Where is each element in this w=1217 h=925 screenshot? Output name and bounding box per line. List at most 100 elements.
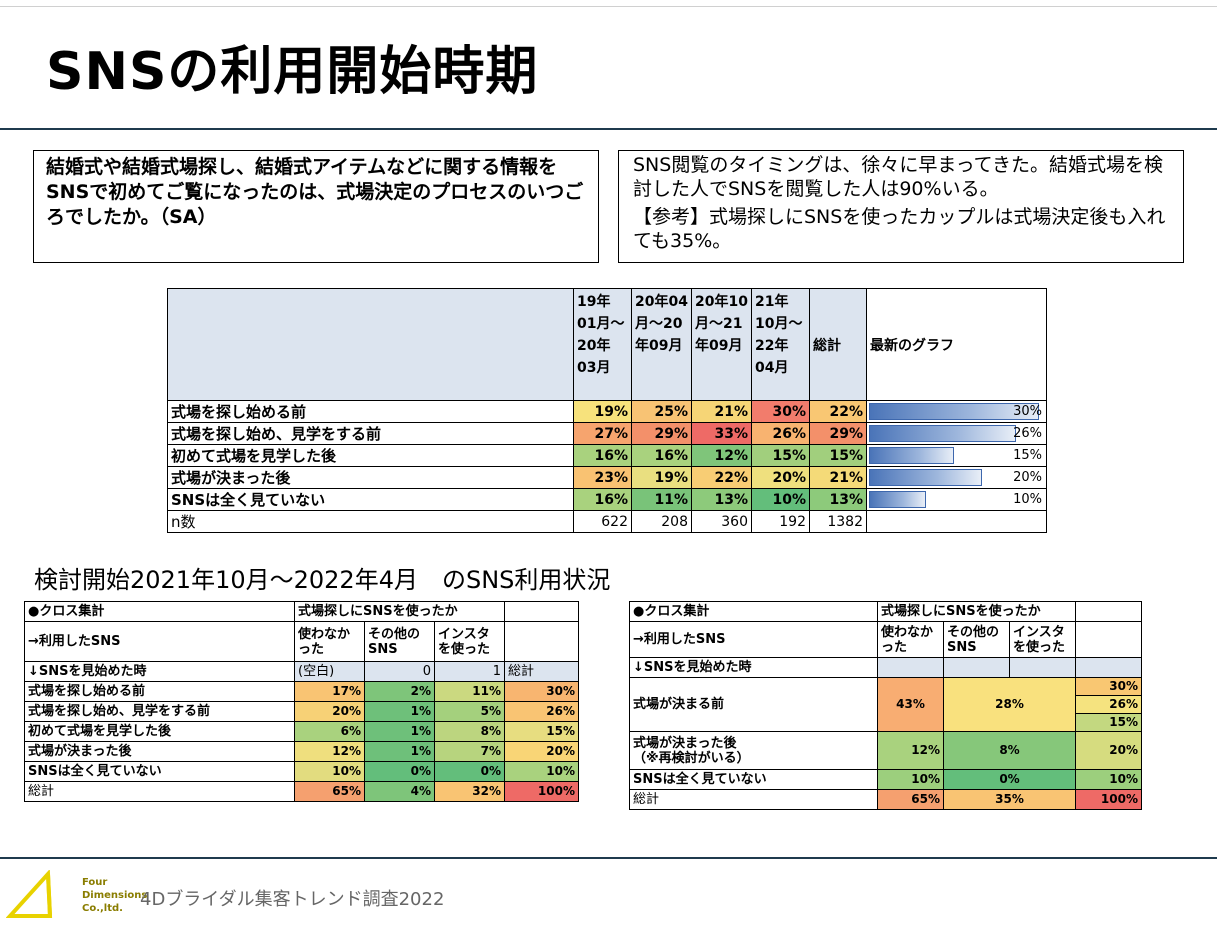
- sum-cell: 65%: [294, 781, 365, 802]
- pct-cell: 13%: [809, 488, 867, 511]
- row-no-sns: SNSは全く見ていない: [629, 769, 878, 790]
- header-total: 総計: [809, 288, 867, 401]
- row-label: SNSは全く見ていない: [167, 488, 574, 511]
- cross-cell: 17%: [294, 681, 365, 702]
- cross-cell: 0%: [364, 761, 435, 782]
- bar-label: 15%: [1013, 448, 1042, 463]
- bar-label: 30%: [1013, 404, 1042, 419]
- pct-cell: 12%: [691, 444, 752, 467]
- sum-label: 総計: [24, 781, 295, 802]
- row-after-label: 式場が決まった後: [633, 735, 737, 751]
- pct-cell: 29%: [631, 422, 692, 445]
- pct-cell: 16%: [573, 444, 632, 467]
- sum-cell: 32%: [434, 781, 505, 802]
- cross-table-left: ●クロス集計 式場探しにSNSを使ったか →利用したSNS 使わなかった その他…: [24, 601, 579, 802]
- row-label: 式場を探し始める前: [167, 400, 574, 423]
- cross-table-right: ●クロス集計 式場探しにSNSを使ったか →利用したSNS 使わなかった その他…: [629, 601, 1142, 810]
- cell-unused-after: 12%: [877, 731, 944, 770]
- n-value: 208: [631, 510, 692, 533]
- cell-used-after: 8%: [943, 731, 1076, 770]
- n-value: 192: [751, 510, 810, 533]
- col-other-sns: その他のSNS: [364, 621, 435, 662]
- bar-cell: 30%: [866, 400, 1047, 423]
- pct-cell: 10%: [751, 488, 810, 511]
- pct-cell: 21%: [809, 466, 867, 489]
- pct-cell: 19%: [573, 400, 632, 423]
- question-box: 結婚式や結婚式場探し、結婚式アイテムなどに関する情報をSNSで初めてご覧になった…: [33, 150, 599, 263]
- bar: [869, 491, 926, 508]
- bar-cell: 10%: [866, 488, 1047, 511]
- cell-used-none: 0%: [943, 769, 1076, 790]
- bar: [869, 403, 1039, 420]
- col-other-sns: その他のSNS: [943, 621, 1010, 658]
- cross-row-dimension: →利用したSNS: [24, 621, 295, 662]
- n-label: n数: [167, 510, 574, 533]
- cross-title: ●クロス集計: [24, 601, 295, 622]
- bar-label: 20%: [1013, 470, 1042, 485]
- footer-divider: [0, 857, 1217, 859]
- n-value: 360: [691, 510, 752, 533]
- cross-title: ●クロス集計: [629, 601, 878, 622]
- cross-row-label: 式場を探し始める前: [24, 681, 295, 702]
- cross-cell: 10%: [294, 761, 365, 782]
- header-period-1: 19年01月～20年03月: [573, 288, 632, 401]
- cross-cell: 1%: [364, 701, 435, 722]
- cell-unused-none: 10%: [877, 769, 944, 790]
- cross-cell: 20%: [504, 741, 579, 762]
- cross-cell: 10%: [504, 761, 579, 782]
- bar: [869, 469, 983, 486]
- row-label: 初めて式場を見学した後: [167, 444, 574, 467]
- note-line-2: 【参考】式場探しにSNSを使ったカップルは式場決定後も入れても35%。: [633, 206, 1166, 252]
- cross-cell: 12%: [294, 741, 365, 762]
- logo-line-1: Four: [82, 877, 108, 888]
- cell-total-none: 10%: [1075, 769, 1142, 790]
- bar-cell: 20%: [866, 466, 1047, 489]
- col-unused: 使わなかった: [877, 621, 944, 658]
- cross-start-label: ↓SNSを見始めた時: [629, 657, 878, 678]
- cross-cell: 7%: [434, 741, 505, 762]
- pct-cell: 33%: [691, 422, 752, 445]
- sum-cell: 100%: [504, 781, 579, 802]
- col-total: 総計: [504, 661, 579, 682]
- sum-cell: 4%: [364, 781, 435, 802]
- cell-total-before-1: 30%: [1075, 677, 1142, 696]
- col-instagram: インスタを使った: [434, 621, 505, 662]
- col-value-1: 1: [434, 661, 505, 682]
- logo-line-3: Co.,ltd.: [82, 903, 123, 914]
- pct-cell: 30%: [751, 400, 810, 423]
- pct-cell: 29%: [809, 422, 867, 445]
- header-fill: [1075, 657, 1142, 678]
- cross-start-label: ↓SNSを見始めた時: [24, 661, 295, 682]
- cross-cell: 20%: [294, 701, 365, 722]
- n-value: 622: [573, 510, 632, 533]
- pct-cell: 11%: [631, 488, 692, 511]
- cross-cell: 2%: [364, 681, 435, 702]
- bar-cell: 26%: [866, 422, 1047, 445]
- header-fill: [877, 657, 944, 678]
- pct-cell: 22%: [809, 400, 867, 423]
- bar-label: 10%: [1013, 492, 1042, 507]
- pct-cell: 22%: [691, 466, 752, 489]
- cross-blank: [1075, 601, 1142, 622]
- cell-total-before-3: 15%: [1075, 713, 1142, 732]
- cross-row-dimension: →利用したSNS: [629, 621, 878, 658]
- cross-cell: 1%: [364, 741, 435, 762]
- cross-blank: [504, 621, 579, 662]
- cross-blank: [504, 601, 579, 622]
- cross-row-label: SNSは全く見ていない: [24, 761, 295, 782]
- pct-cell: 25%: [631, 400, 692, 423]
- header-graph: 最新のグラフ: [866, 288, 1047, 401]
- header-fill: [1009, 657, 1076, 678]
- pct-cell: 20%: [751, 466, 810, 489]
- top-divider: [0, 6, 1217, 7]
- cell-unused-before: 43%: [877, 677, 944, 732]
- header-blank: [167, 288, 574, 401]
- sum-cell: 65%: [877, 789, 944, 810]
- row-label: 式場を探し始め、見学をする前: [167, 422, 574, 445]
- pct-cell: 21%: [691, 400, 752, 423]
- header-period-3: 20年10月～21年09月: [691, 288, 752, 401]
- cross-cell: 11%: [434, 681, 505, 702]
- pct-cell: 15%: [751, 444, 810, 467]
- bar-cell: 15%: [866, 444, 1047, 467]
- pct-cell: 16%: [631, 444, 692, 467]
